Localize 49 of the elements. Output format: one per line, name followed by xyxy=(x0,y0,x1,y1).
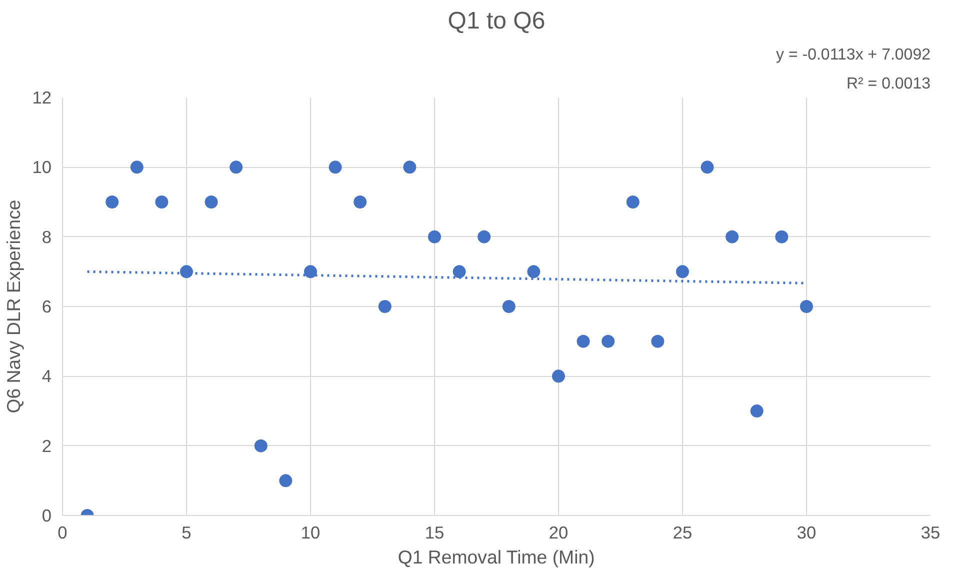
text: R² = 0.0013 xyxy=(846,76,931,92)
y-axis-title: Q6 Navy DLR Experience xyxy=(3,200,24,414)
point xyxy=(452,265,466,278)
point xyxy=(576,334,590,348)
point xyxy=(775,230,788,244)
point xyxy=(130,160,144,174)
point xyxy=(552,370,565,383)
point xyxy=(750,404,764,418)
point xyxy=(106,196,119,208)
x-tick-label: 20 xyxy=(548,522,568,542)
point xyxy=(328,160,342,174)
y-tick-label: 0 xyxy=(42,506,52,526)
point xyxy=(279,474,292,488)
point xyxy=(428,230,441,244)
chart-title: Q1 to Q6 xyxy=(448,8,546,34)
point xyxy=(403,160,416,174)
point xyxy=(204,196,218,208)
x-tick-label: 25 xyxy=(672,522,692,542)
x-tick-label: 35 xyxy=(920,522,940,542)
point xyxy=(726,230,739,244)
y-tick-label: 2 xyxy=(42,436,52,456)
x-tick-label: 10 xyxy=(300,522,320,542)
y-tick-label: 10 xyxy=(32,157,52,178)
y-tick-label: 12 xyxy=(32,88,52,108)
point xyxy=(304,265,317,278)
x-tick-label: 15 xyxy=(424,522,444,542)
point xyxy=(527,265,540,278)
point xyxy=(378,300,392,313)
text: y = -0.0113x + 7.0092 xyxy=(776,46,931,64)
point xyxy=(354,196,367,208)
y-tick-label: 4 xyxy=(42,366,52,386)
x-tick-label: 5 xyxy=(182,522,192,542)
point xyxy=(230,160,243,174)
y-tick-label: 6 xyxy=(42,296,52,316)
point xyxy=(651,334,664,348)
point xyxy=(626,196,640,208)
x-tick-label: 0 xyxy=(58,522,68,542)
point xyxy=(700,160,714,174)
point xyxy=(676,265,689,278)
point xyxy=(602,334,615,348)
point xyxy=(800,300,813,313)
point xyxy=(254,439,268,452)
point xyxy=(478,230,491,244)
point xyxy=(502,300,516,313)
x-tick-label: 30 xyxy=(796,522,816,542)
y-tick-label: 8 xyxy=(42,226,52,247)
point xyxy=(155,196,168,208)
point xyxy=(180,265,193,278)
x-axis-title: Q1 Removal Time (Min) xyxy=(398,546,595,568)
